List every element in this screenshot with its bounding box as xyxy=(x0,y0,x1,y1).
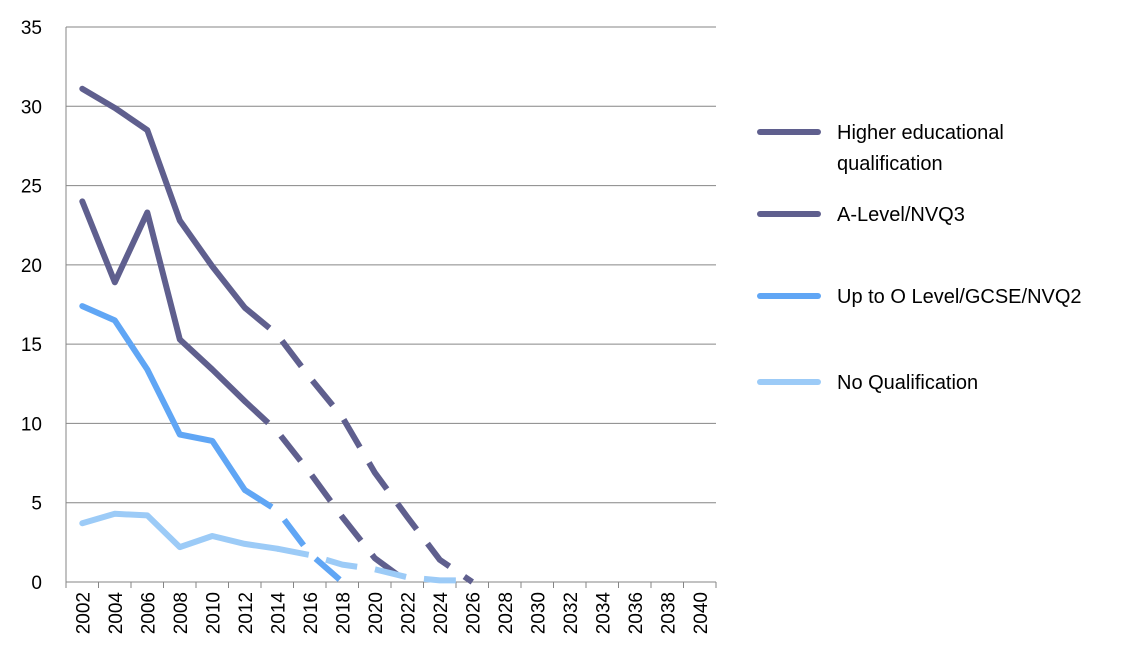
x-tick-label: 2014 xyxy=(268,592,289,635)
y-tick-label: 15 xyxy=(21,335,42,356)
series-projection-line-2 xyxy=(242,399,410,585)
series-line-2 xyxy=(79,198,248,405)
x-tick-label: 2032 xyxy=(561,592,582,634)
legend-label-4: No Qualification xyxy=(837,372,978,394)
x-tick-label: 2008 xyxy=(171,592,192,634)
legend-label-3: Up to O Level/GCSE/NVQ2 xyxy=(837,286,1082,308)
y-tick-label: 20 xyxy=(21,256,42,277)
x-tick-label: 2022 xyxy=(398,592,419,634)
x-tick-label: 2004 xyxy=(106,592,127,635)
x-tick-label: 2002 xyxy=(73,592,94,634)
series-projection-line-4 xyxy=(276,545,473,584)
legend-label-line: Higher educational xyxy=(837,122,1004,144)
x-tick-label: 2036 xyxy=(626,592,647,634)
legend-label-1: Higher educational qualification xyxy=(837,122,1004,175)
series-projection-line-1 xyxy=(242,305,474,585)
x-tick-label: 2028 xyxy=(496,592,517,634)
x-tick-label: 2040 xyxy=(691,592,712,634)
series-projection-line-3 xyxy=(243,487,345,585)
x-tick-label: 2020 xyxy=(366,592,387,634)
x-tick-label: 2006 xyxy=(138,592,159,634)
x-tick-label: 2012 xyxy=(236,592,257,634)
x-tick-label: 2030 xyxy=(528,592,549,634)
x-tick-label: 2010 xyxy=(203,592,224,634)
series-line-4 xyxy=(79,510,281,552)
series-line-1 xyxy=(79,85,248,311)
x-tick-label: 2026 xyxy=(463,592,484,634)
y-tick-label: 25 xyxy=(21,177,42,198)
series-line-3 xyxy=(79,303,248,493)
y-tick-label: 30 xyxy=(21,97,42,118)
legend-label-line: qualification xyxy=(837,153,943,175)
y-tick-label: 35 xyxy=(21,18,42,39)
y-tick-label: 5 xyxy=(31,494,42,515)
x-tick-label: 2018 xyxy=(333,592,354,634)
y-tick-label: 10 xyxy=(21,414,42,435)
x-tick-label: 2034 xyxy=(593,592,614,635)
x-tick-label: 2024 xyxy=(431,592,452,635)
x-tick-label: 2038 xyxy=(658,592,679,634)
y-tick-label: 0 xyxy=(31,573,42,594)
x-tick-label: 2016 xyxy=(301,592,322,634)
legend-label-2: A-Level/NVQ3 xyxy=(837,204,965,226)
